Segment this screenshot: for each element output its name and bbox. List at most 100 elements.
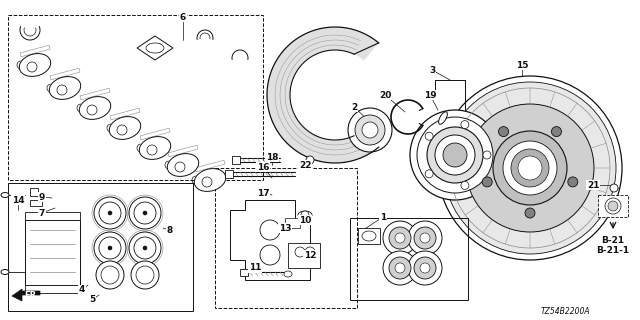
Circle shape — [389, 227, 411, 249]
Circle shape — [134, 202, 156, 224]
Circle shape — [605, 198, 621, 214]
Ellipse shape — [109, 116, 141, 140]
Polygon shape — [20, 45, 50, 57]
Polygon shape — [25, 220, 80, 285]
Bar — [8, 15, 263, 180]
Circle shape — [87, 105, 97, 115]
Text: 12: 12 — [304, 251, 316, 260]
Circle shape — [410, 110, 500, 200]
Ellipse shape — [298, 211, 312, 219]
Circle shape — [461, 121, 469, 129]
Circle shape — [136, 266, 154, 284]
Text: B-21-1: B-21-1 — [596, 245, 630, 254]
Ellipse shape — [1, 269, 9, 275]
Polygon shape — [80, 88, 110, 100]
Polygon shape — [230, 200, 310, 280]
Circle shape — [518, 156, 542, 180]
Bar — [285, 218, 300, 228]
Circle shape — [503, 141, 557, 195]
Circle shape — [414, 227, 436, 249]
Circle shape — [131, 261, 159, 289]
Ellipse shape — [79, 97, 111, 119]
Polygon shape — [288, 243, 320, 268]
Text: 3: 3 — [429, 66, 435, 75]
Circle shape — [383, 221, 417, 255]
Circle shape — [202, 177, 212, 187]
Text: 7: 7 — [39, 209, 45, 218]
Circle shape — [420, 233, 430, 243]
Circle shape — [129, 232, 161, 264]
Circle shape — [443, 143, 467, 167]
Circle shape — [108, 211, 112, 215]
Polygon shape — [25, 285, 80, 293]
Text: 4: 4 — [79, 285, 85, 294]
Circle shape — [511, 149, 549, 187]
Ellipse shape — [195, 169, 226, 191]
Circle shape — [610, 184, 618, 192]
Circle shape — [568, 177, 578, 187]
Circle shape — [395, 233, 405, 243]
Text: 20: 20 — [379, 91, 391, 100]
Circle shape — [355, 115, 385, 145]
Circle shape — [143, 211, 147, 215]
Circle shape — [101, 266, 119, 284]
Ellipse shape — [1, 193, 9, 197]
Circle shape — [301, 211, 309, 219]
Bar — [8, 183, 193, 311]
Polygon shape — [50, 68, 80, 80]
Circle shape — [57, 85, 67, 95]
Circle shape — [425, 170, 433, 178]
Text: 18: 18 — [266, 153, 278, 162]
Circle shape — [147, 145, 157, 155]
Circle shape — [482, 177, 492, 187]
Text: 11: 11 — [249, 263, 261, 273]
Circle shape — [420, 263, 430, 273]
Text: 21: 21 — [587, 180, 599, 189]
Circle shape — [348, 108, 392, 152]
Ellipse shape — [140, 137, 171, 159]
Bar — [215, 168, 357, 308]
Circle shape — [383, 251, 417, 285]
Circle shape — [96, 261, 124, 289]
Bar — [225, 170, 233, 178]
Circle shape — [389, 257, 411, 279]
Text: 16: 16 — [257, 163, 269, 172]
Ellipse shape — [19, 53, 51, 76]
Text: 1: 1 — [380, 212, 386, 221]
Bar — [358, 228, 380, 244]
Circle shape — [306, 156, 314, 164]
Polygon shape — [267, 27, 379, 163]
Bar — [232, 156, 240, 164]
Ellipse shape — [362, 231, 376, 241]
Polygon shape — [140, 128, 170, 140]
Bar — [30, 200, 42, 206]
Text: TZ54B2200A: TZ54B2200A — [540, 308, 590, 316]
Circle shape — [362, 122, 378, 138]
Circle shape — [414, 257, 436, 279]
Polygon shape — [12, 289, 40, 301]
Polygon shape — [110, 108, 140, 120]
Circle shape — [435, 135, 475, 175]
Circle shape — [99, 237, 121, 259]
Circle shape — [408, 251, 442, 285]
Text: 17: 17 — [257, 188, 269, 197]
Ellipse shape — [167, 154, 198, 176]
Text: 15: 15 — [516, 60, 528, 69]
Text: 19: 19 — [424, 91, 436, 100]
Text: 9: 9 — [39, 193, 45, 202]
Ellipse shape — [438, 112, 447, 124]
Circle shape — [260, 245, 280, 265]
Circle shape — [27, 62, 37, 72]
Circle shape — [438, 76, 622, 260]
Circle shape — [99, 202, 121, 224]
Bar — [240, 269, 248, 276]
Circle shape — [461, 181, 469, 189]
Circle shape — [408, 221, 442, 255]
Circle shape — [483, 151, 491, 159]
Circle shape — [417, 117, 493, 193]
Text: 6: 6 — [180, 12, 186, 21]
Circle shape — [134, 237, 156, 259]
Ellipse shape — [146, 43, 164, 53]
Circle shape — [493, 131, 567, 205]
Circle shape — [466, 104, 594, 232]
